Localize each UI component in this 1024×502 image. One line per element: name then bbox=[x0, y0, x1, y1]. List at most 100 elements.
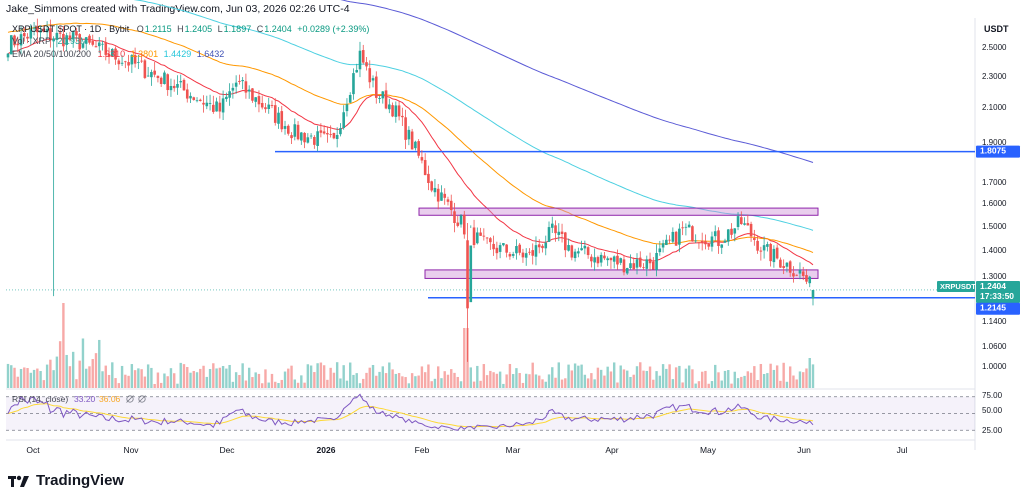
candle-body bbox=[198, 99, 202, 102]
candle-body bbox=[430, 181, 433, 191]
candle-body bbox=[462, 214, 466, 235]
volume-bar bbox=[159, 382, 163, 388]
candle-body bbox=[495, 247, 499, 254]
candle-body bbox=[81, 43, 85, 48]
volume-bar bbox=[766, 373, 769, 388]
volume-bar bbox=[120, 365, 124, 388]
volume-bar bbox=[349, 362, 352, 388]
candle-body bbox=[32, 27, 36, 29]
volume-bar bbox=[740, 376, 743, 388]
volume-bar bbox=[313, 372, 316, 388]
price-tick-label: 2.3000 bbox=[982, 72, 1007, 81]
volume-bar bbox=[736, 378, 740, 388]
volume-bar bbox=[26, 368, 29, 388]
candle-body bbox=[652, 261, 655, 270]
candle-body bbox=[329, 134, 332, 135]
last-price-badge-text: 17:33:50 bbox=[980, 291, 1014, 301]
volume-bar bbox=[678, 365, 681, 388]
volume-bar bbox=[264, 369, 267, 388]
volume-bar bbox=[697, 381, 701, 388]
visibility-icon[interactable] bbox=[126, 395, 134, 403]
candle-body bbox=[319, 130, 323, 133]
candle-body bbox=[423, 160, 427, 176]
candle-body bbox=[453, 211, 456, 223]
volume-bar bbox=[23, 367, 26, 388]
candle-body bbox=[449, 200, 453, 211]
candle-body bbox=[635, 259, 639, 268]
ohlc-high-value: 1.2405 bbox=[184, 24, 213, 34]
candle-body bbox=[97, 42, 101, 47]
volume-bar bbox=[326, 379, 329, 388]
volume-bar bbox=[332, 372, 336, 388]
tradingview-logo[interactable]: TradingView bbox=[8, 472, 124, 489]
candle-body bbox=[612, 256, 616, 262]
candle-body bbox=[326, 133, 329, 135]
volume-bar bbox=[551, 367, 554, 388]
symbol-name[interactable]: XRPUSDT SPOT · 1D · Bybit bbox=[12, 24, 130, 34]
candle-body bbox=[769, 243, 772, 262]
volume-label[interactable]: Vol · XRP bbox=[12, 36, 52, 46]
volume-bar bbox=[212, 363, 215, 388]
candle-body bbox=[26, 36, 29, 39]
candle-body bbox=[388, 104, 391, 110]
candle-body bbox=[739, 217, 743, 225]
volume-bar bbox=[805, 368, 808, 388]
volume-bar bbox=[397, 373, 401, 388]
volume-bar bbox=[609, 371, 613, 388]
volume-bar bbox=[257, 373, 261, 388]
candle-body bbox=[192, 97, 196, 100]
resistance-price-badge-text: 1.8075 bbox=[980, 146, 1006, 156]
range-zone[interactable] bbox=[424, 269, 819, 279]
volume-bar bbox=[785, 381, 789, 388]
price-chart[interactable]: Oct Nov Dec 2026 Feb Mar Apr May Jun Jul 2.5000 2.3… bbox=[0, 0, 1024, 462]
volume-bar bbox=[443, 371, 446, 388]
candle-body bbox=[443, 193, 447, 198]
candle-body bbox=[120, 62, 124, 64]
candle-body bbox=[456, 222, 460, 226]
candle-body bbox=[417, 141, 420, 156]
volume-bar bbox=[251, 377, 254, 388]
volume-bar bbox=[749, 372, 753, 388]
rsi-band bbox=[6, 396, 975, 431]
volume-bar bbox=[111, 362, 114, 388]
volume-bar bbox=[124, 374, 127, 388]
candle-body bbox=[159, 77, 163, 84]
volume-bar bbox=[704, 370, 707, 388]
candle-body bbox=[270, 105, 274, 106]
volume-bar bbox=[687, 365, 691, 388]
volume-legend[interactable]: Vol · XRP 20.93M bbox=[12, 36, 88, 46]
candle-body bbox=[13, 35, 16, 46]
candle-body bbox=[798, 270, 802, 274]
month-label: Feb bbox=[415, 445, 430, 455]
volume-bar bbox=[98, 339, 101, 388]
tradingview-logo-text: TradingView bbox=[36, 472, 125, 489]
range-zone[interactable] bbox=[418, 207, 819, 216]
candle-body bbox=[629, 263, 632, 269]
ema-label[interactable]: EMA 20/50/100/200 bbox=[12, 49, 92, 59]
volume-bar bbox=[68, 366, 72, 388]
ema-legend[interactable]: EMA 20/50/100/200 1.3310 1.3801 1.4429 1… bbox=[12, 49, 227, 59]
settings-icon[interactable] bbox=[138, 395, 146, 403]
candle-body bbox=[583, 245, 587, 249]
volume-bar bbox=[228, 364, 231, 388]
ema20-value: 1.3310 bbox=[97, 49, 126, 59]
rsi-legend[interactable]: RSI (14, close) 33.20 36.06 bbox=[12, 394, 121, 404]
candle-body bbox=[247, 89, 251, 92]
volume-bar bbox=[182, 364, 186, 388]
candle-body bbox=[655, 252, 658, 271]
volume-bar bbox=[802, 372, 805, 388]
candle-body bbox=[485, 237, 489, 239]
volume-bar bbox=[639, 362, 642, 388]
month-label: Jun bbox=[797, 445, 811, 455]
volume-bar bbox=[62, 303, 65, 388]
candle-body bbox=[564, 232, 567, 251]
price-tick-label: 1.9000 bbox=[982, 138, 1007, 147]
volume-bar bbox=[267, 382, 270, 388]
candle-body bbox=[642, 267, 645, 269]
volume-bar bbox=[104, 365, 107, 388]
volume-bar bbox=[661, 364, 665, 388]
candle-body bbox=[616, 255, 619, 265]
volume-bar bbox=[554, 377, 557, 388]
symbol-legend[interactable]: XRPUSDT SPOT · 1D · Bybit O1.2115 H1.240… bbox=[12, 24, 369, 34]
candle-body bbox=[303, 132, 306, 143]
